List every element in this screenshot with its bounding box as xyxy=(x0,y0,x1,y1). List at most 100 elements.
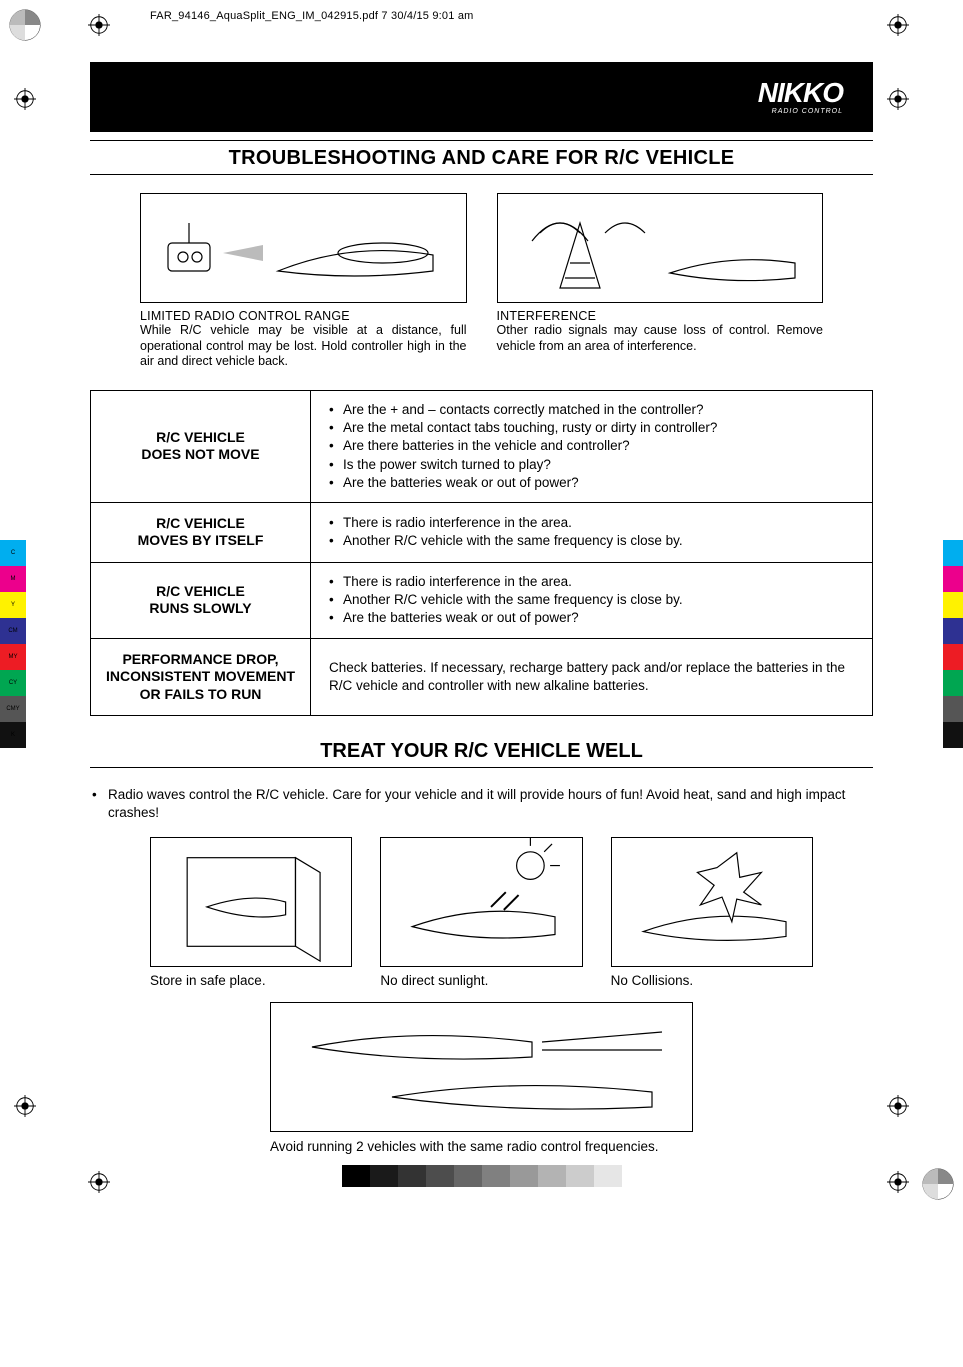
table-bullet: Are the + and – contacts correctly match… xyxy=(329,401,854,419)
section-title-treat-well: TREAT YOUR R/C VEHICLE WELL xyxy=(90,740,873,763)
gray-swatch xyxy=(454,1165,482,1187)
brand-logo-sub: RADIO CONTROL xyxy=(758,108,843,115)
header-black-band: NIKKO RADIO CONTROL xyxy=(90,62,873,132)
color-swatch: M xyxy=(0,566,26,592)
table-content: Are the + and – contacts correctly match… xyxy=(311,391,872,502)
table-bullet: Another R/C vehicle with the same freque… xyxy=(329,591,854,609)
table-heading-line: OR FAILS TO RUN xyxy=(140,686,262,704)
color-swatch xyxy=(943,618,963,644)
color-swatch xyxy=(943,722,963,748)
color-swatch: Y xyxy=(0,592,26,618)
interference-body: Other radio signals may cause loss of co… xyxy=(497,323,824,354)
gray-swatch xyxy=(538,1165,566,1187)
table-row: R/C VEHICLEDOES NOT MOVE Are the + and – … xyxy=(91,391,872,502)
table-bullet: Are the batteries weak or out of power? xyxy=(329,609,854,627)
gray-swatch xyxy=(426,1165,454,1187)
rule-top xyxy=(90,140,873,141)
table-bullet: Are there batteries in the vehicle and c… xyxy=(329,437,854,455)
table-heading: R/C VEHICLEMOVES BY ITSELF xyxy=(91,503,311,562)
gray-swatch xyxy=(370,1165,398,1187)
brand-logo-main: NIKKO xyxy=(758,77,843,108)
rule-under-title xyxy=(90,174,873,175)
graybar-bottom xyxy=(342,1165,622,1187)
table-row: R/C VEHICLEMOVES BY ITSELFThere is radio… xyxy=(91,502,872,562)
tip-column: No Collisions. xyxy=(611,837,813,988)
illustration-interference xyxy=(497,193,824,303)
brand-logo: NIKKO RADIO CONTROL xyxy=(758,79,843,115)
color-swatch: K xyxy=(0,722,26,748)
rule-under-title2 xyxy=(90,767,873,768)
color-swatch xyxy=(943,670,963,696)
table-heading-line: RUNS SLOWLY xyxy=(149,600,251,618)
table-heading: R/C VEHICLEDOES NOT MOVE xyxy=(91,391,311,502)
gray-swatch xyxy=(510,1165,538,1187)
tip-illustration xyxy=(611,837,813,967)
color-swatch xyxy=(943,696,963,722)
registration-mark xyxy=(14,1095,36,1117)
table-bullet: Is the power switch turned to play? xyxy=(329,456,854,474)
color-swatch: C xyxy=(0,540,26,566)
table-heading: R/C VEHICLERUNS SLOWLY xyxy=(91,563,311,638)
table-content: There is radio interference in the area.… xyxy=(311,503,872,562)
tip-label: Store in safe place. xyxy=(150,973,352,988)
range-title: LIMITED RADIO CONTROL RANGE xyxy=(140,309,467,323)
color-swatch: CM xyxy=(0,618,26,644)
tip-illustration xyxy=(380,837,582,967)
illustration-two-vehicles xyxy=(270,1002,693,1132)
interference-title: INTERFERENCE xyxy=(497,309,824,323)
table-content: There is radio interference in the area.… xyxy=(311,563,872,638)
table-row: R/C VEHICLERUNS SLOWLYThere is radio int… xyxy=(91,562,872,638)
color-swatch: CMY xyxy=(0,696,26,722)
table-heading-line: INCONSISTENT MOVEMENT xyxy=(106,668,295,686)
table-heading: PERFORMANCE DROP,INCONSISTENT MOVEMENTOR… xyxy=(91,639,311,716)
illustration-range xyxy=(140,193,467,303)
tip-label: No Collisions. xyxy=(611,973,813,988)
care-intro-text: Radio waves control the R/C vehicle. Car… xyxy=(90,786,873,821)
gray-swatch xyxy=(482,1165,510,1187)
registration-mark xyxy=(88,1171,110,1193)
two-vehicles-caption: Avoid running 2 vehicles with the same r… xyxy=(270,1138,693,1156)
print-fan-br xyxy=(921,1167,955,1201)
troubleshoot-table: R/C VEHICLEDOES NOT MOVEAre the + and – … xyxy=(90,390,873,716)
registration-mark xyxy=(887,14,909,36)
gray-swatch xyxy=(566,1165,594,1187)
table-heading-line: DOES NOT MOVE xyxy=(141,446,259,464)
table-heading-line: PERFORMANCE DROP, xyxy=(122,651,278,669)
registration-mark xyxy=(887,1171,909,1193)
table-content: Check batteries. If necessary, recharge … xyxy=(311,639,872,716)
color-swatch xyxy=(943,566,963,592)
table-heading-line: R/C VEHICLE xyxy=(156,515,245,533)
gray-swatch xyxy=(342,1165,370,1187)
table-bullet: There is radio interference in the area. xyxy=(329,573,854,591)
table-plain-text: Check batteries. If necessary, recharge … xyxy=(329,659,854,695)
registration-mark xyxy=(88,14,110,36)
tip-column: Store in safe place. xyxy=(150,837,352,988)
table-heading-line: MOVES BY ITSELF xyxy=(138,532,264,550)
color-swatch: MY xyxy=(0,644,26,670)
color-swatch: CY xyxy=(0,670,26,696)
registration-mark xyxy=(887,88,909,110)
registration-mark xyxy=(887,1095,909,1117)
table-heading-line: R/C VEHICLE xyxy=(156,429,245,447)
colorbar-right xyxy=(943,540,963,748)
print-fan-tl xyxy=(8,8,42,42)
table-bullet: Are the metal contact tabs touching, rus… xyxy=(329,419,854,437)
pdf-header-line: FAR_94146_AquaSplit_ENG_IM_042915.pdf 7 … xyxy=(150,10,873,22)
gray-swatch xyxy=(594,1165,622,1187)
gray-swatch xyxy=(398,1165,426,1187)
table-row: PERFORMANCE DROP,INCONSISTENT MOVEMENTOR… xyxy=(91,638,872,716)
tip-column: No direct sunlight. xyxy=(380,837,582,988)
table-bullet: Another R/C vehicle with the same freque… xyxy=(329,532,854,550)
table-bullet: Are the batteries weak or out of power? xyxy=(329,474,854,492)
colorbar-left: CMYCMMYCYCMYK xyxy=(0,540,26,748)
tip-illustration xyxy=(150,837,352,967)
registration-mark xyxy=(14,88,36,110)
range-body: While R/C vehicle may be visible at a di… xyxy=(140,323,467,370)
section-title-troubleshooting: TROUBLESHOOTING AND CARE FOR R/C VEHICLE xyxy=(90,147,873,170)
color-swatch xyxy=(943,644,963,670)
tip-label: No direct sunlight. xyxy=(380,973,582,988)
table-bullet: There is radio interference in the area. xyxy=(329,514,854,532)
color-swatch xyxy=(943,592,963,618)
table-heading-line: R/C VEHICLE xyxy=(156,583,245,601)
color-swatch xyxy=(943,540,963,566)
